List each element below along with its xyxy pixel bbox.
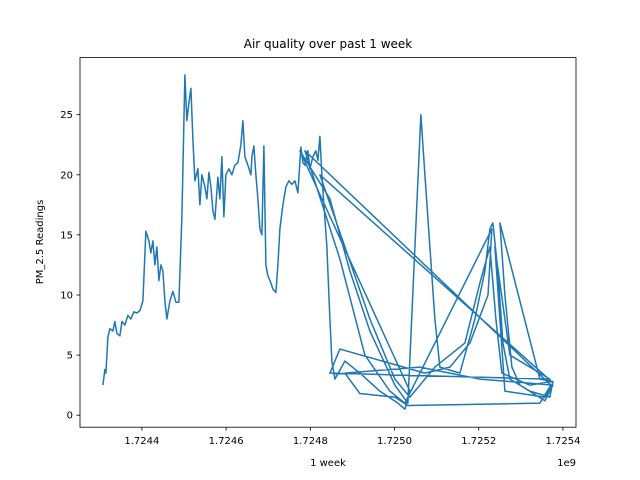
x-axis-label: 1 week — [310, 458, 346, 469]
y-tick-label: 0 — [67, 411, 73, 422]
y-tick-label: 20 — [60, 170, 73, 181]
plot-area — [102, 74, 554, 410]
y-tick-label: 5 — [67, 351, 73, 362]
x-tick-label: 1.7248 — [293, 436, 328, 447]
axes-frame — [79, 57, 577, 428]
x-tick-label: 1.7246 — [209, 436, 244, 447]
y-tick-label: 10 — [60, 290, 73, 301]
x-tick-label: 1.7252 — [461, 436, 496, 447]
data-line — [102, 74, 554, 410]
x-tick-label: 1.7254 — [545, 436, 580, 447]
x-offset-label: 1e9 — [557, 458, 576, 469]
y-tick-label: 25 — [60, 110, 73, 121]
x-tick-label: 1.7250 — [377, 436, 412, 447]
chart-title: Air quality over past 1 week — [244, 37, 413, 51]
y-tick-label: 15 — [60, 230, 73, 241]
x-tick-label: 1.7244 — [124, 436, 159, 447]
y-axis-label: PM_2.5 Readings — [35, 200, 46, 285]
